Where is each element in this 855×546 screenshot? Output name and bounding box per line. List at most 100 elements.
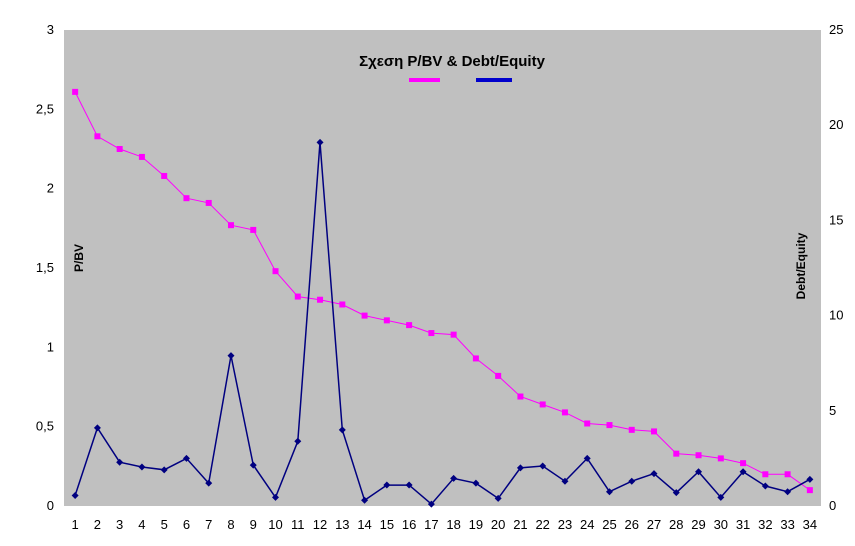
data-point-p-bv xyxy=(72,88,79,95)
x-tick-label: 27 xyxy=(647,517,661,532)
data-point-p-bv xyxy=(561,409,568,416)
x-tick-label: 28 xyxy=(669,517,683,532)
x-tick-label: 7 xyxy=(205,517,212,532)
data-point-debt-equity xyxy=(227,352,235,360)
plot-area xyxy=(64,30,821,506)
x-tick-label: 6 xyxy=(183,517,190,532)
x-tick-label: 23 xyxy=(558,517,572,532)
data-point-p-bv xyxy=(250,226,257,233)
x-tick-label: 12 xyxy=(313,517,327,532)
data-point-debt-equity xyxy=(539,462,547,470)
x-tick-label: 11 xyxy=(291,517,305,532)
x-tick-label: 30 xyxy=(714,517,728,532)
data-point-p-bv xyxy=(116,146,123,152)
data-point-p-bv xyxy=(317,296,324,303)
data-point-debt-equity xyxy=(383,481,391,489)
data-point-debt-equity xyxy=(205,479,213,487)
x-tick-label: 15 xyxy=(380,517,394,532)
x-tick-label: 5 xyxy=(161,517,168,532)
data-point-p-bv xyxy=(339,301,346,308)
data-point-debt-equity xyxy=(605,488,613,496)
data-point-debt-equity xyxy=(160,466,168,474)
right-axis-ticks: 0 5 10 15 20 25 xyxy=(829,22,843,513)
y2-tick-label: 25 xyxy=(829,22,843,37)
y2-tick-label: 0 xyxy=(829,498,836,513)
y-tick-label: 2 xyxy=(47,181,54,196)
data-point-debt-equity xyxy=(784,488,792,496)
data-point-debt-equity xyxy=(494,494,502,502)
data-point-p-bv xyxy=(495,372,502,379)
data-point-p-bv xyxy=(695,452,702,459)
data-point-debt-equity xyxy=(806,475,814,483)
x-tick-label: 3 xyxy=(116,517,123,532)
y-tick-label: 0,5 xyxy=(36,419,54,434)
x-tick-label: 18 xyxy=(446,517,460,532)
data-point-debt-equity xyxy=(672,489,680,497)
data-point-p-bv xyxy=(806,487,813,494)
y-tick-label: 1,5 xyxy=(36,260,54,275)
x-tick-label: 8 xyxy=(227,517,234,532)
data-point-p-bv xyxy=(673,450,680,457)
data-point-p-bv xyxy=(472,355,479,362)
data-point-p-bv xyxy=(227,222,234,229)
data-point-debt-equity xyxy=(628,477,636,485)
data-point-debt-equity xyxy=(695,468,703,476)
x-tick-label: 16 xyxy=(402,517,416,532)
data-point-p-bv xyxy=(428,330,435,337)
y2-axis-title: Debt/Equity xyxy=(794,232,808,299)
data-point-debt-equity xyxy=(761,482,769,490)
data-point-p-bv xyxy=(740,460,747,467)
x-tick-label: 21 xyxy=(513,517,527,532)
data-point-p-bv xyxy=(183,195,190,202)
x-tick-label: 34 xyxy=(803,517,817,532)
data-point-p-bv xyxy=(651,428,658,435)
data-point-p-bv xyxy=(138,153,145,160)
data-point-p-bv xyxy=(406,322,413,329)
x-tick-label: 22 xyxy=(535,517,549,532)
data-point-debt-equity xyxy=(71,492,79,500)
y2-tick-label: 10 xyxy=(829,308,843,323)
series-layer xyxy=(71,88,814,508)
data-point-debt-equity xyxy=(116,458,124,466)
x-tick-label: 19 xyxy=(469,517,483,532)
data-point-p-bv xyxy=(161,172,168,179)
data-point-debt-equity xyxy=(338,426,346,434)
x-tick-label: 13 xyxy=(335,517,349,532)
data-point-debt-equity xyxy=(138,463,146,471)
x-tick-label: 2 xyxy=(94,517,101,532)
data-point-debt-equity xyxy=(361,496,369,504)
data-point-debt-equity xyxy=(472,479,480,487)
data-point-p-bv xyxy=(606,422,613,429)
series-line-p-bv xyxy=(74,91,811,491)
data-point-p-bv xyxy=(205,199,212,206)
x-tick-label: 1 xyxy=(72,517,79,532)
data-point-debt-equity xyxy=(450,474,458,482)
x-tick-label: 14 xyxy=(357,517,371,532)
data-point-p-bv xyxy=(717,455,724,462)
y-axis-title: P/BV xyxy=(72,244,86,272)
data-point-debt-equity xyxy=(316,138,324,146)
data-point-p-bv xyxy=(517,393,524,400)
x-tick-label: 10 xyxy=(268,517,282,532)
x-tick-label: 4 xyxy=(138,517,145,532)
x-axis-ticks: 1 2 3 4 5 6 7 8 9 10 11 12 13 14 15 16 17 18 19 20 21 22 23 24 2… xyxy=(72,517,818,532)
chart-title: Σχεση P/BV & Debt/Equity xyxy=(359,53,546,70)
data-point-debt-equity xyxy=(405,481,413,489)
data-point-p-bv xyxy=(450,331,457,338)
y-tick-label: 3 xyxy=(47,22,54,37)
data-point-debt-equity xyxy=(427,500,435,508)
series-line-debt-equity xyxy=(74,142,811,506)
data-point-debt-equity xyxy=(249,461,257,469)
x-tick-label: 20 xyxy=(491,517,505,532)
data-point-p-bv xyxy=(628,426,635,433)
data-point-debt-equity xyxy=(650,470,658,478)
data-point-debt-equity xyxy=(717,493,725,501)
data-point-debt-equity xyxy=(739,468,747,476)
data-point-p-bv xyxy=(361,312,368,319)
data-point-p-bv xyxy=(584,420,591,427)
data-point-debt-equity xyxy=(561,477,569,485)
data-point-debt-equity xyxy=(294,437,302,445)
x-tick-label: 26 xyxy=(625,517,639,532)
y2-tick-label: 15 xyxy=(829,212,843,227)
